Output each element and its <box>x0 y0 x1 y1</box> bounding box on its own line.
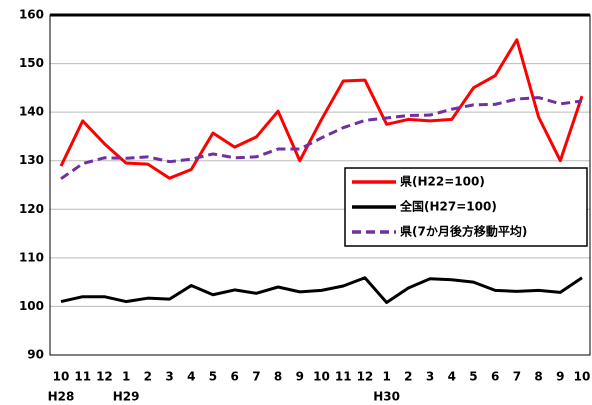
series-line <box>60 276 583 305</box>
x-tick-label: 5 <box>469 370 477 384</box>
y-tick-label: 120 <box>19 202 44 216</box>
y-tick-label: 130 <box>19 153 44 167</box>
x-tick-label: 6 <box>491 370 499 384</box>
legend-label: 県(H22=100) <box>400 175 485 189</box>
x-tick-label: 11 <box>335 370 352 384</box>
x-tick-label: 10 <box>313 370 330 384</box>
y-tick-label: 160 <box>19 8 44 22</box>
legend-label: 県(7か月後方移動平均) <box>400 224 527 239</box>
y-tick-label: 150 <box>19 56 44 70</box>
y-tick-label: 140 <box>19 105 44 119</box>
x-tick-label: 3 <box>426 370 434 384</box>
series-line <box>60 96 583 180</box>
x-tick-label: 2 <box>144 370 152 384</box>
legend-label: 全国(H27=100) <box>399 199 497 214</box>
series-line <box>59 38 584 180</box>
y-tick-label: 110 <box>19 250 44 264</box>
x-tick-label: 6 <box>230 370 238 384</box>
x-tick-label: 8 <box>534 370 542 384</box>
x-tick-label: 5 <box>209 370 217 384</box>
x-tick-label: 10 <box>574 370 591 384</box>
x-tick-label: 1 <box>382 370 390 384</box>
x-tick-label: 8 <box>274 370 282 384</box>
y-tick-label: 100 <box>19 299 44 313</box>
x-tick-label: 12 <box>96 370 113 384</box>
year-label: H28 <box>48 390 75 404</box>
year-label: H30 <box>373 390 400 404</box>
x-tick-label: 1 <box>122 370 130 384</box>
x-tick-label: 2 <box>404 370 412 384</box>
x-tick-label: 9 <box>556 370 564 384</box>
x-tick-label: 11 <box>74 370 91 384</box>
y-tick-label: 90 <box>27 348 44 362</box>
x-tick-label: 12 <box>357 370 374 384</box>
x-tick-label: 7 <box>513 370 521 384</box>
x-tick-label: 4 <box>187 370 195 384</box>
year-label: H29 <box>113 390 140 404</box>
x-tick-label: 9 <box>296 370 304 384</box>
x-tick-label: 3 <box>165 370 173 384</box>
x-tick-label: 4 <box>448 370 456 384</box>
x-tick-label: 7 <box>252 370 260 384</box>
x-tick-label: 10 <box>53 370 70 384</box>
